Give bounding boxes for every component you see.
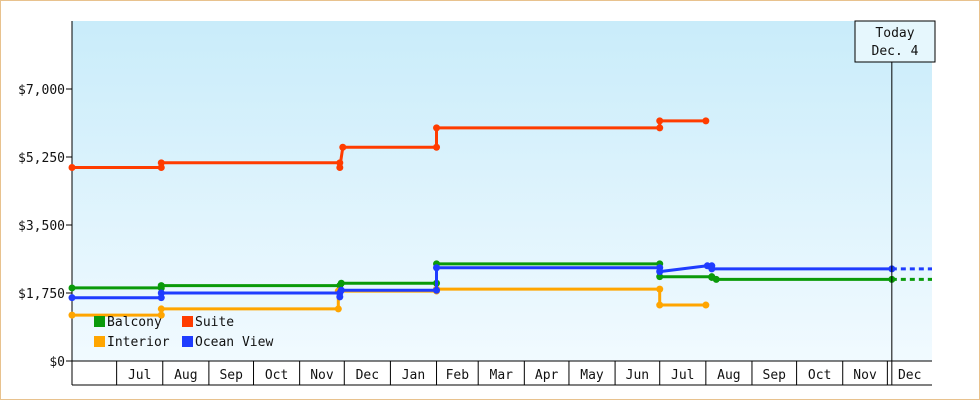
legend-label: Suite [195, 315, 234, 330]
series-point [69, 312, 76, 319]
today-date: Dec. 4 [872, 44, 919, 59]
legend-swatch [182, 316, 193, 327]
x-tick-label: Sep [763, 368, 787, 383]
x-tick-label: Apr [535, 368, 559, 383]
legend-label: Interior [107, 335, 170, 350]
x-tick-label: Dec [898, 368, 921, 383]
x-tick-label: Feb [446, 368, 470, 383]
x-tick-label: Oct [808, 368, 831, 383]
x-tick-label: Jul [671, 368, 694, 383]
series-point [656, 117, 663, 124]
y-tick-label: $5,250 [18, 151, 65, 166]
x-tick-label: Nov [310, 368, 334, 383]
series-point [433, 124, 440, 131]
y-tick-label: $3,500 [18, 219, 65, 234]
legend-swatch [182, 336, 193, 347]
x-tick-label: Dec [356, 368, 379, 383]
series-point [158, 290, 165, 297]
series-point [336, 164, 343, 171]
series-point [336, 293, 343, 300]
series-point [656, 124, 663, 131]
series-point [335, 305, 342, 312]
series-point [433, 144, 440, 151]
series-point [158, 305, 165, 312]
legend-swatch [94, 316, 105, 327]
series-point [713, 276, 720, 283]
today-label: Today [875, 26, 914, 41]
series-point [338, 287, 345, 294]
series-point [69, 284, 76, 291]
legend-label: Balcony [107, 315, 162, 330]
series-point [702, 302, 709, 309]
x-tick-label: Aug [174, 368, 197, 383]
legend-swatch [94, 336, 105, 347]
x-axis-ticks: Jul Aug Sep Oct Nov Dec Jan Feb Mar Apr May Jun Jul A… [117, 361, 922, 385]
series-point [656, 268, 663, 275]
x-tick-label: Jan [402, 368, 425, 383]
series-point [338, 280, 345, 287]
x-tick-label: Oct [265, 368, 288, 383]
y-tick-label: $1,750 [18, 287, 65, 302]
series-point [69, 164, 76, 171]
series-point [656, 302, 663, 309]
series-point [433, 264, 440, 271]
y-tick-label: $0 [49, 355, 65, 370]
series-point [433, 287, 440, 294]
series-point [158, 159, 165, 166]
x-tick-label: Nov [853, 368, 877, 383]
series-point [708, 265, 715, 272]
series-point [656, 286, 663, 293]
x-tick-label: Sep [219, 368, 243, 383]
series-point [69, 294, 76, 301]
x-tick-label: Jun [626, 368, 649, 383]
y-axis-ticks: $0 $1,750 $3,500 $5,250 $7,000 [18, 83, 72, 370]
y-tick-label: $7,000 [18, 83, 65, 98]
legend-label: Ocean View [195, 335, 273, 350]
series-point [339, 144, 346, 151]
x-tick-label: May [580, 368, 604, 383]
x-tick-label: Aug [717, 368, 740, 383]
x-tick-label: Mar [490, 368, 514, 383]
series-point [158, 282, 165, 289]
x-tick-label: Jul [128, 368, 151, 383]
series-point [702, 117, 709, 124]
